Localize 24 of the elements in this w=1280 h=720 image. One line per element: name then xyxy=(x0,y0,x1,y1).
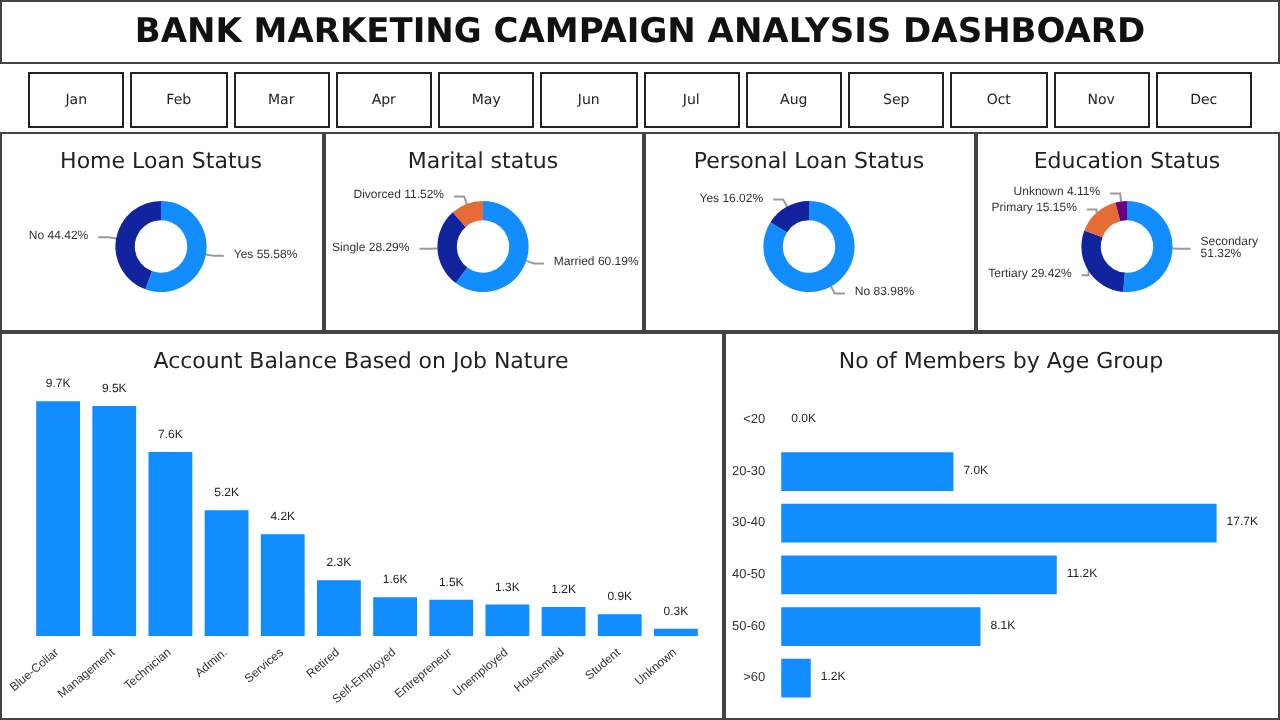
bar xyxy=(260,534,305,636)
chart-title: Education Status xyxy=(1033,148,1221,174)
text: BANK MARKETING CAMPAIGN ANALYSIS DASHBOARD xyxy=(0,0,1280,64)
chart-title: Account Balance Based on Job Nature xyxy=(153,348,569,374)
bar xyxy=(485,604,530,636)
bar xyxy=(429,599,474,636)
bar xyxy=(36,401,80,636)
bar xyxy=(781,658,811,698)
bar xyxy=(204,510,249,636)
chart-title: No of Members by Age Group xyxy=(838,348,1164,374)
bar xyxy=(781,452,954,491)
bar xyxy=(92,406,137,636)
bar xyxy=(781,607,981,646)
chart-title: Personal Loan Status xyxy=(693,148,925,174)
bar xyxy=(373,597,417,636)
chart-title: Home Loan Status xyxy=(60,148,263,174)
bar xyxy=(148,452,193,636)
bar xyxy=(654,628,698,636)
chart-title: Marital status xyxy=(407,148,559,174)
bar xyxy=(781,503,1217,543)
bar xyxy=(597,614,642,636)
bar xyxy=(541,606,586,636)
bar xyxy=(317,580,361,636)
bar xyxy=(781,555,1057,595)
